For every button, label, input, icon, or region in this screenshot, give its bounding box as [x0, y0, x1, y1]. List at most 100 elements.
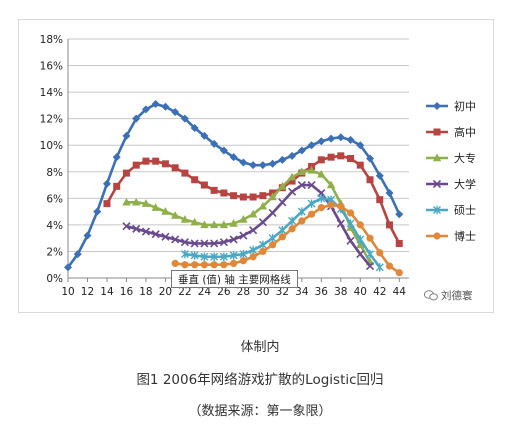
x-tick-label: 38	[334, 286, 347, 298]
data-point	[288, 177, 296, 185]
data-point	[327, 201, 335, 209]
data-point	[209, 220, 219, 229]
x-tick-label: 44	[393, 286, 407, 298]
data-point	[327, 134, 336, 143]
data-point	[366, 249, 375, 259]
data-point	[230, 192, 238, 200]
data-point	[191, 176, 199, 184]
data-point	[297, 207, 306, 216]
data-point	[161, 232, 170, 241]
data-point	[171, 108, 180, 117]
data-point	[171, 164, 179, 172]
legend-marker	[432, 179, 442, 189]
x-tick-label: 28	[237, 286, 250, 298]
data-point	[220, 261, 228, 269]
legend-item[interactable]: 大专	[426, 151, 476, 165]
legend-label: 博士	[454, 230, 476, 243]
x-tick-label: 40	[354, 286, 367, 298]
data-point	[229, 235, 238, 244]
line-chart[interactable]: 0% 2% 4% 6% 8% 10% 12% 14% 16% 18% 10 12 14 16 18 20 22 2…	[19, 20, 495, 314]
legend-item[interactable]: 初中	[426, 99, 476, 113]
data-point	[356, 240, 365, 249]
series-3[interactable]	[122, 165, 375, 266]
data-point	[170, 211, 180, 219]
y-tick-label: 18%	[40, 34, 63, 46]
data-point	[297, 167, 307, 175]
data-point	[229, 153, 238, 162]
legend-label: 高中	[454, 125, 476, 139]
legend-item[interactable]: 博士	[426, 230, 476, 243]
legend-marker	[433, 205, 441, 215]
data-point	[102, 179, 111, 188]
data-point	[122, 169, 130, 177]
y-tick-label: 12%	[40, 114, 63, 126]
data-point	[239, 249, 248, 259]
data-point	[83, 231, 92, 240]
y-tick-label: 0%	[46, 273, 63, 285]
series-line[interactable]	[126, 169, 372, 263]
series-5[interactable]	[180, 194, 384, 272]
data-point	[249, 161, 258, 170]
caption-label: 体制内	[240, 340, 280, 355]
data-point	[356, 161, 364, 169]
data-point	[347, 155, 355, 162]
data-point	[122, 131, 131, 140]
data-point	[122, 197, 131, 206]
series-2[interactable]	[103, 152, 403, 247]
data-point	[336, 219, 345, 228]
data-point	[181, 261, 189, 269]
data-point	[180, 238, 189, 247]
series-6[interactable]	[171, 201, 403, 277]
data-point	[190, 251, 199, 260]
legend-label: 大专	[454, 151, 476, 165]
x-tick-label: 30	[256, 286, 269, 298]
data-point	[141, 105, 150, 114]
series-1[interactable]	[64, 100, 404, 272]
data-point	[376, 249, 384, 257]
data-point	[346, 135, 355, 144]
x-tick-label: 36	[315, 286, 329, 298]
legend-item[interactable]: 硕士	[426, 204, 476, 217]
y-tick-label: 14%	[40, 87, 63, 99]
data-point	[259, 192, 267, 200]
data-point	[151, 230, 160, 239]
data-point	[210, 239, 219, 248]
legend-item[interactable]: 大学	[426, 177, 476, 191]
legend-marker	[433, 128, 441, 136]
data-point	[258, 218, 267, 227]
data-point	[288, 216, 297, 226]
data-point	[249, 253, 257, 261]
watermark: 刘德寰	[424, 288, 473, 303]
x-tick-label: 26	[217, 286, 231, 298]
data-point	[210, 261, 218, 269]
data-point	[161, 207, 170, 215]
legend-label: 初中	[454, 99, 476, 113]
x-tick-label: 18	[139, 286, 152, 298]
data-point	[365, 261, 375, 271]
data-point	[356, 221, 364, 229]
data-point	[395, 269, 403, 277]
data-point	[278, 233, 286, 241]
legend-item[interactable]: 高中	[426, 125, 476, 139]
data-point	[219, 220, 229, 229]
data-point	[356, 250, 365, 259]
data-point	[326, 180, 336, 189]
data-point	[278, 226, 287, 235]
data-point	[297, 180, 306, 190]
data-point	[356, 235, 365, 244]
data-point	[258, 161, 267, 170]
data-point	[337, 202, 345, 210]
data-point	[122, 222, 131, 231]
legend-label: 硕士	[454, 204, 476, 217]
data-point	[190, 217, 199, 226]
data-point	[210, 186, 218, 194]
data-point	[337, 152, 345, 160]
data-point	[219, 238, 228, 247]
data-point	[191, 261, 199, 269]
data-point	[395, 239, 403, 247]
data-point	[287, 172, 297, 181]
data-point	[317, 156, 325, 164]
legend-marker	[432, 153, 442, 162]
data-point	[142, 157, 150, 165]
